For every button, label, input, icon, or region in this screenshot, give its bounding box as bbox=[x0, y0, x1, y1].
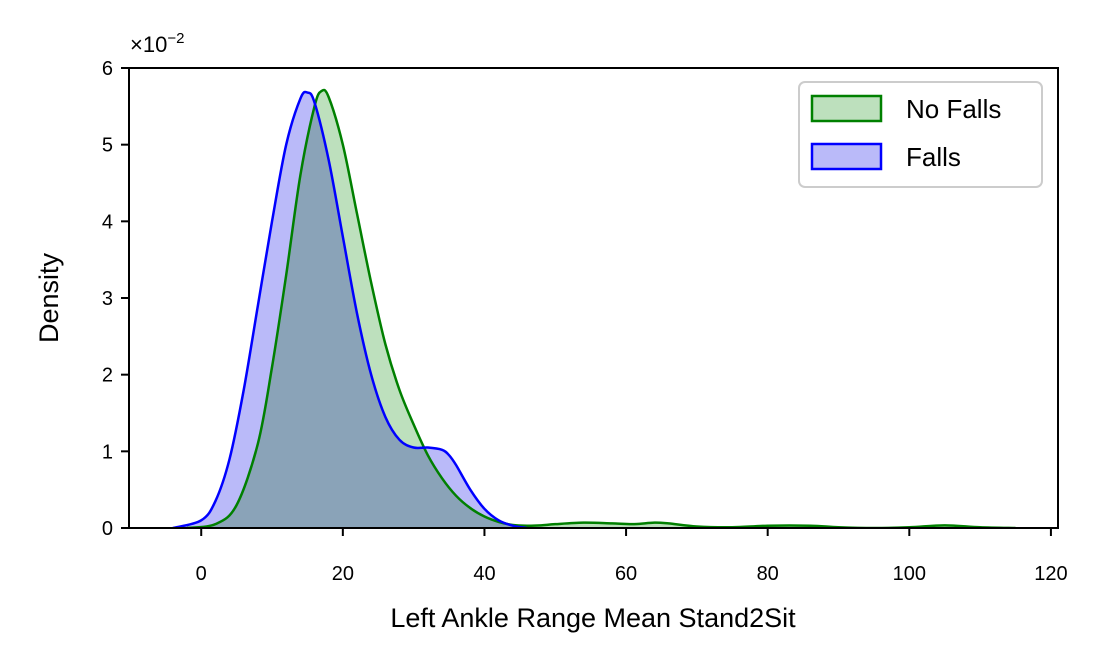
y-tick-label: 4 bbox=[102, 211, 113, 233]
y-tick-label: 6 bbox=[102, 58, 113, 80]
y-tick-label: 3 bbox=[102, 288, 113, 310]
legend-label-falls: Falls bbox=[906, 142, 961, 172]
x-tick-label: 80 bbox=[757, 563, 779, 585]
x-tick-label: 120 bbox=[1034, 563, 1067, 585]
density-line-no-falls bbox=[186, 88, 1016, 528]
x-tick-label: 20 bbox=[332, 563, 354, 585]
x-axis-label: Left Ankle Range Mean Stand2Sit bbox=[390, 603, 796, 633]
x-tick-label: 0 bbox=[196, 563, 207, 585]
y-tick-label: 5 bbox=[102, 135, 113, 157]
x-tick-label: 100 bbox=[893, 563, 926, 585]
y-tick-label: 1 bbox=[102, 441, 113, 463]
x-tick-label: 40 bbox=[473, 563, 495, 585]
x-tick-label: 60 bbox=[615, 563, 637, 585]
density-fill-no-falls bbox=[187, 89, 1016, 528]
legend-swatch-falls bbox=[810, 142, 883, 171]
density-fill-falls bbox=[172, 91, 527, 528]
density-line-falls bbox=[172, 90, 528, 528]
legend-swatch-no-falls bbox=[810, 94, 883, 123]
y-tick-label: 0 bbox=[102, 518, 113, 540]
y-axis-label: Density bbox=[34, 252, 64, 343]
x-ticks: 0 20 40 60 80 100 120 bbox=[196, 528, 1068, 585]
legend-label-no-falls: No Falls bbox=[906, 94, 1001, 124]
plot-frame bbox=[128, 67, 1059, 529]
series-layer bbox=[172, 88, 1016, 528]
legend: No Falls Falls bbox=[798, 81, 1043, 188]
y-tick-label: 2 bbox=[102, 365, 113, 387]
y-ticks: 0 1 2 3 4 5 6 bbox=[102, 58, 129, 540]
y-scale-label: ×10−2 bbox=[130, 30, 184, 57]
